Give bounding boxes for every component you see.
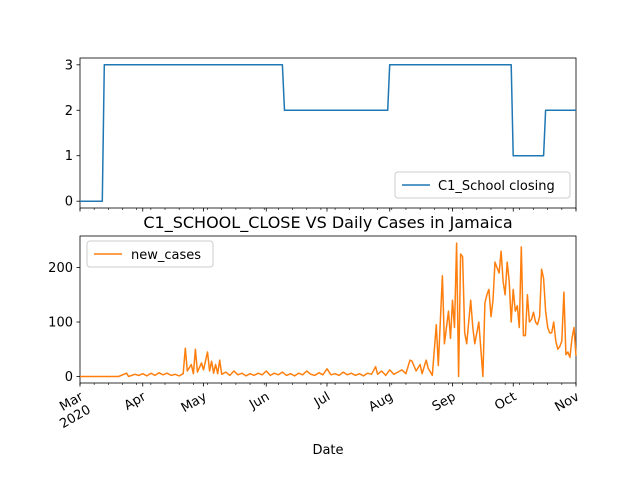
new-cases-y-tick-label: 200 [48,261,73,276]
new-cases-y-tick-label: 100 [48,316,73,331]
new-cases-legend: new_cases [86,240,214,268]
school-closing-plot-area [79,57,577,209]
new-cases-y-ticks: 0 100 200 [48,261,80,385]
school-closing-axes-frame [79,57,577,209]
chart-title: C1_SCHOOL_CLOSE VS Daily Cases in Jamaic… [143,213,512,233]
school-closing-y-tick-label: 3 [65,58,73,73]
school-closing-legend: C1_School closing [394,171,571,199]
new-cases-y-tick-label: 0 [65,370,73,385]
new-cases-axes-frame [79,235,577,384]
school-closing-y-tick-label: 1 [65,149,73,164]
school-closing-y-tick-label: 2 [65,104,73,119]
new-cases-legend-box [86,240,214,268]
school-closing-axes: 0 1 2 3 C1_School closing [65,57,577,212]
new-cases-plot-area [79,235,577,384]
school-closing-y-tick-label: 0 [65,195,73,210]
new-cases-series-line [80,242,577,378]
school-closing-legend-box [394,171,571,199]
school-closing-x-ticks [79,208,577,212]
new-cases-legend-label: new_cases [131,248,201,263]
school-closing-y-ticks: 0 1 2 3 [65,58,80,210]
x-axis-label: Date [312,443,343,458]
new-cases-x-tick-label: Jul [311,389,333,410]
school-closing-legend-label: C1_School closing [438,179,555,194]
school-closing-series-line [80,64,576,202]
